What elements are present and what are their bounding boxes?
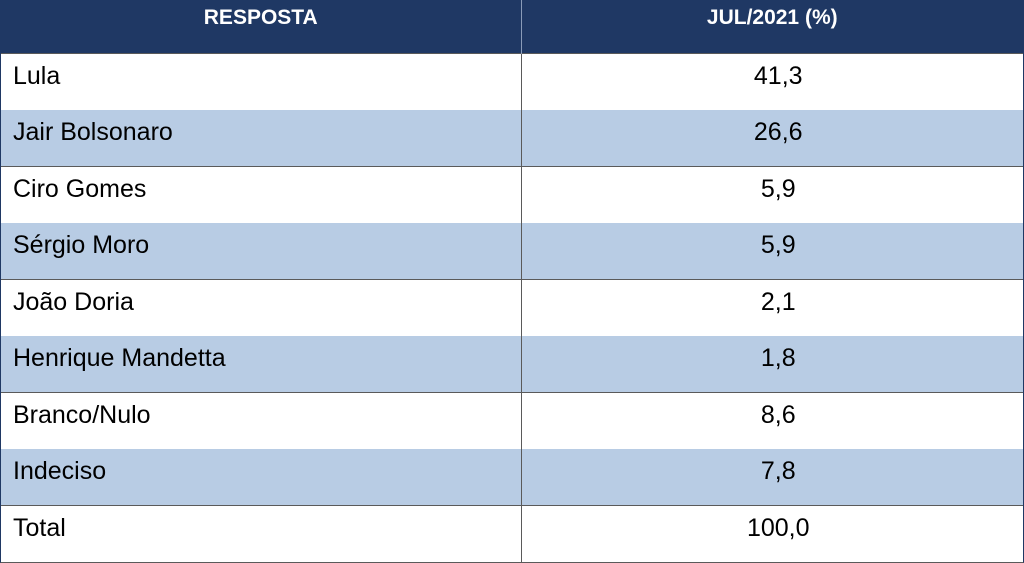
table-row: João Doria 2,1 xyxy=(1,278,1023,336)
row-value: 1,8 xyxy=(760,343,796,372)
row-label: Henrique Mandetta xyxy=(1,335,522,393)
table-row: Lula 41,3 xyxy=(1,52,1023,110)
row-value: 100,0 xyxy=(521,505,1023,563)
row-label: Total xyxy=(1,505,522,563)
row-label: Ciro Gomes xyxy=(1,165,522,223)
row-value: 7,8 xyxy=(760,457,796,486)
row-label: João Doria xyxy=(1,278,522,336)
table-row: Indeciso 7,8 xyxy=(1,449,1023,506)
column-header-resposta: RESPOSTA xyxy=(1,0,522,53)
row-label: Branco/Nulo xyxy=(1,392,522,450)
table-header: RESPOSTA JUL/2021 (%) xyxy=(1,0,1023,53)
table-row: Total 100,0 xyxy=(1,505,1023,563)
table-row: Ciro Gomes 5,9 xyxy=(1,165,1023,223)
row-value: 5,9 xyxy=(521,165,1023,223)
table-row: Henrique Mandetta 1,8 xyxy=(1,335,1023,393)
header-row: RESPOSTA JUL/2021 (%) xyxy=(1,0,1023,53)
row-label: Indeciso xyxy=(1,449,522,506)
table-row: Branco/Nulo 8,6 xyxy=(1,392,1023,450)
table-row: Sérgio Moro 5,9 xyxy=(1,222,1023,280)
row-value: 2,1 xyxy=(521,278,1023,336)
row-value: 5,9 xyxy=(760,230,796,259)
table-body: Lula 41,3 Jair Bolsonaro 26,6 Ciro Gomes 5,9 S… xyxy=(1,52,1023,563)
row-label: Sérgio Moro xyxy=(1,222,522,280)
row-value: 26,6 xyxy=(753,117,803,146)
table-row: Jair Bolsonaro 26,6 xyxy=(1,109,1023,167)
row-label: Jair Bolsonaro xyxy=(1,109,522,167)
row-value: 8,6 xyxy=(521,392,1023,450)
row-value: 41,3 xyxy=(521,52,1023,110)
column-header-jul-2021: JUL/2021 (%) xyxy=(706,6,838,29)
row-label: Lula xyxy=(1,52,522,110)
